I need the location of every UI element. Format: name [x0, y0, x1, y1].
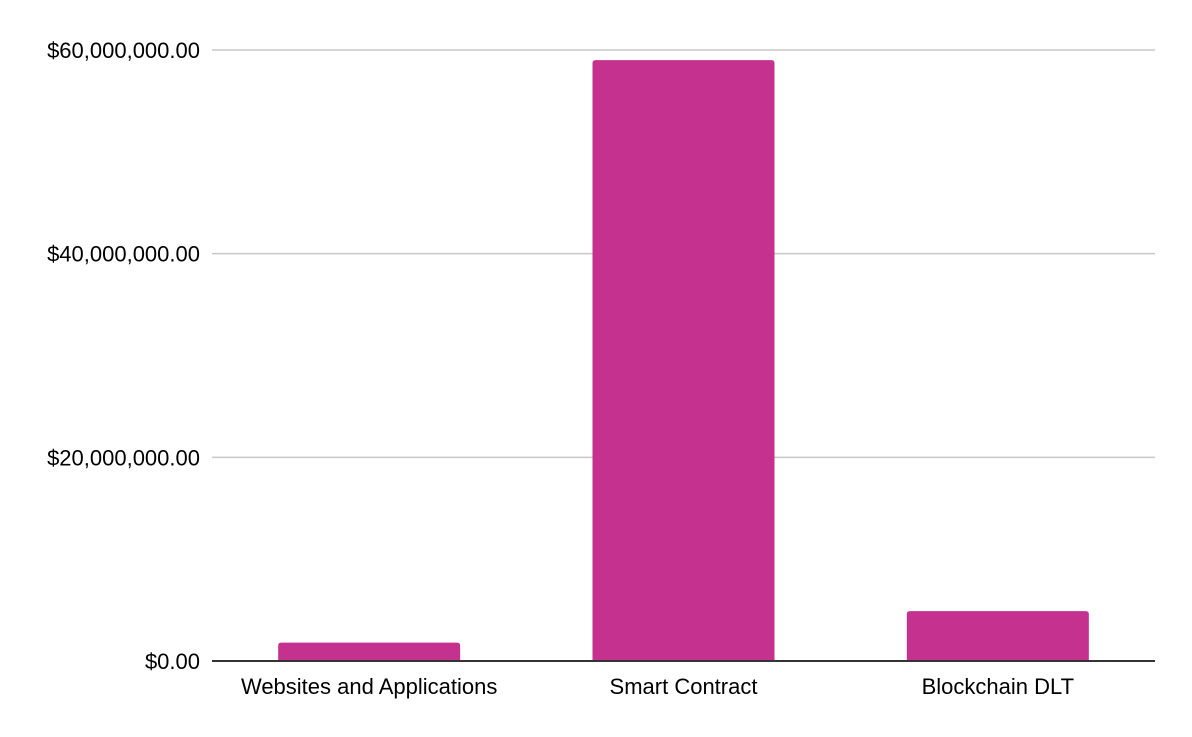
- x-category-label: Blockchain DLT: [922, 674, 1074, 699]
- y-tick-label: $20,000,000.00: [47, 445, 200, 470]
- y-axis-tick-labels: $0.00 $20,000,000.00 $40,000,000.00 $60,000…: [47, 38, 200, 674]
- bar-smart-contract: [592, 60, 775, 661]
- bar-websites-and-applications: [278, 642, 461, 661]
- bars: [278, 60, 1089, 661]
- bar-blockchain-dlt: [906, 611, 1089, 661]
- y-tick-label: $40,000,000.00: [47, 242, 200, 267]
- y-tick-label: $60,000,000.00: [47, 38, 200, 63]
- x-category-label: Smart Contract: [610, 674, 758, 699]
- y-tick-label: $0.00: [145, 649, 200, 674]
- x-axis-category-labels: Websites and Applications Smart Contract B…: [241, 674, 1074, 699]
- x-category-label: Websites and Applications: [241, 674, 497, 699]
